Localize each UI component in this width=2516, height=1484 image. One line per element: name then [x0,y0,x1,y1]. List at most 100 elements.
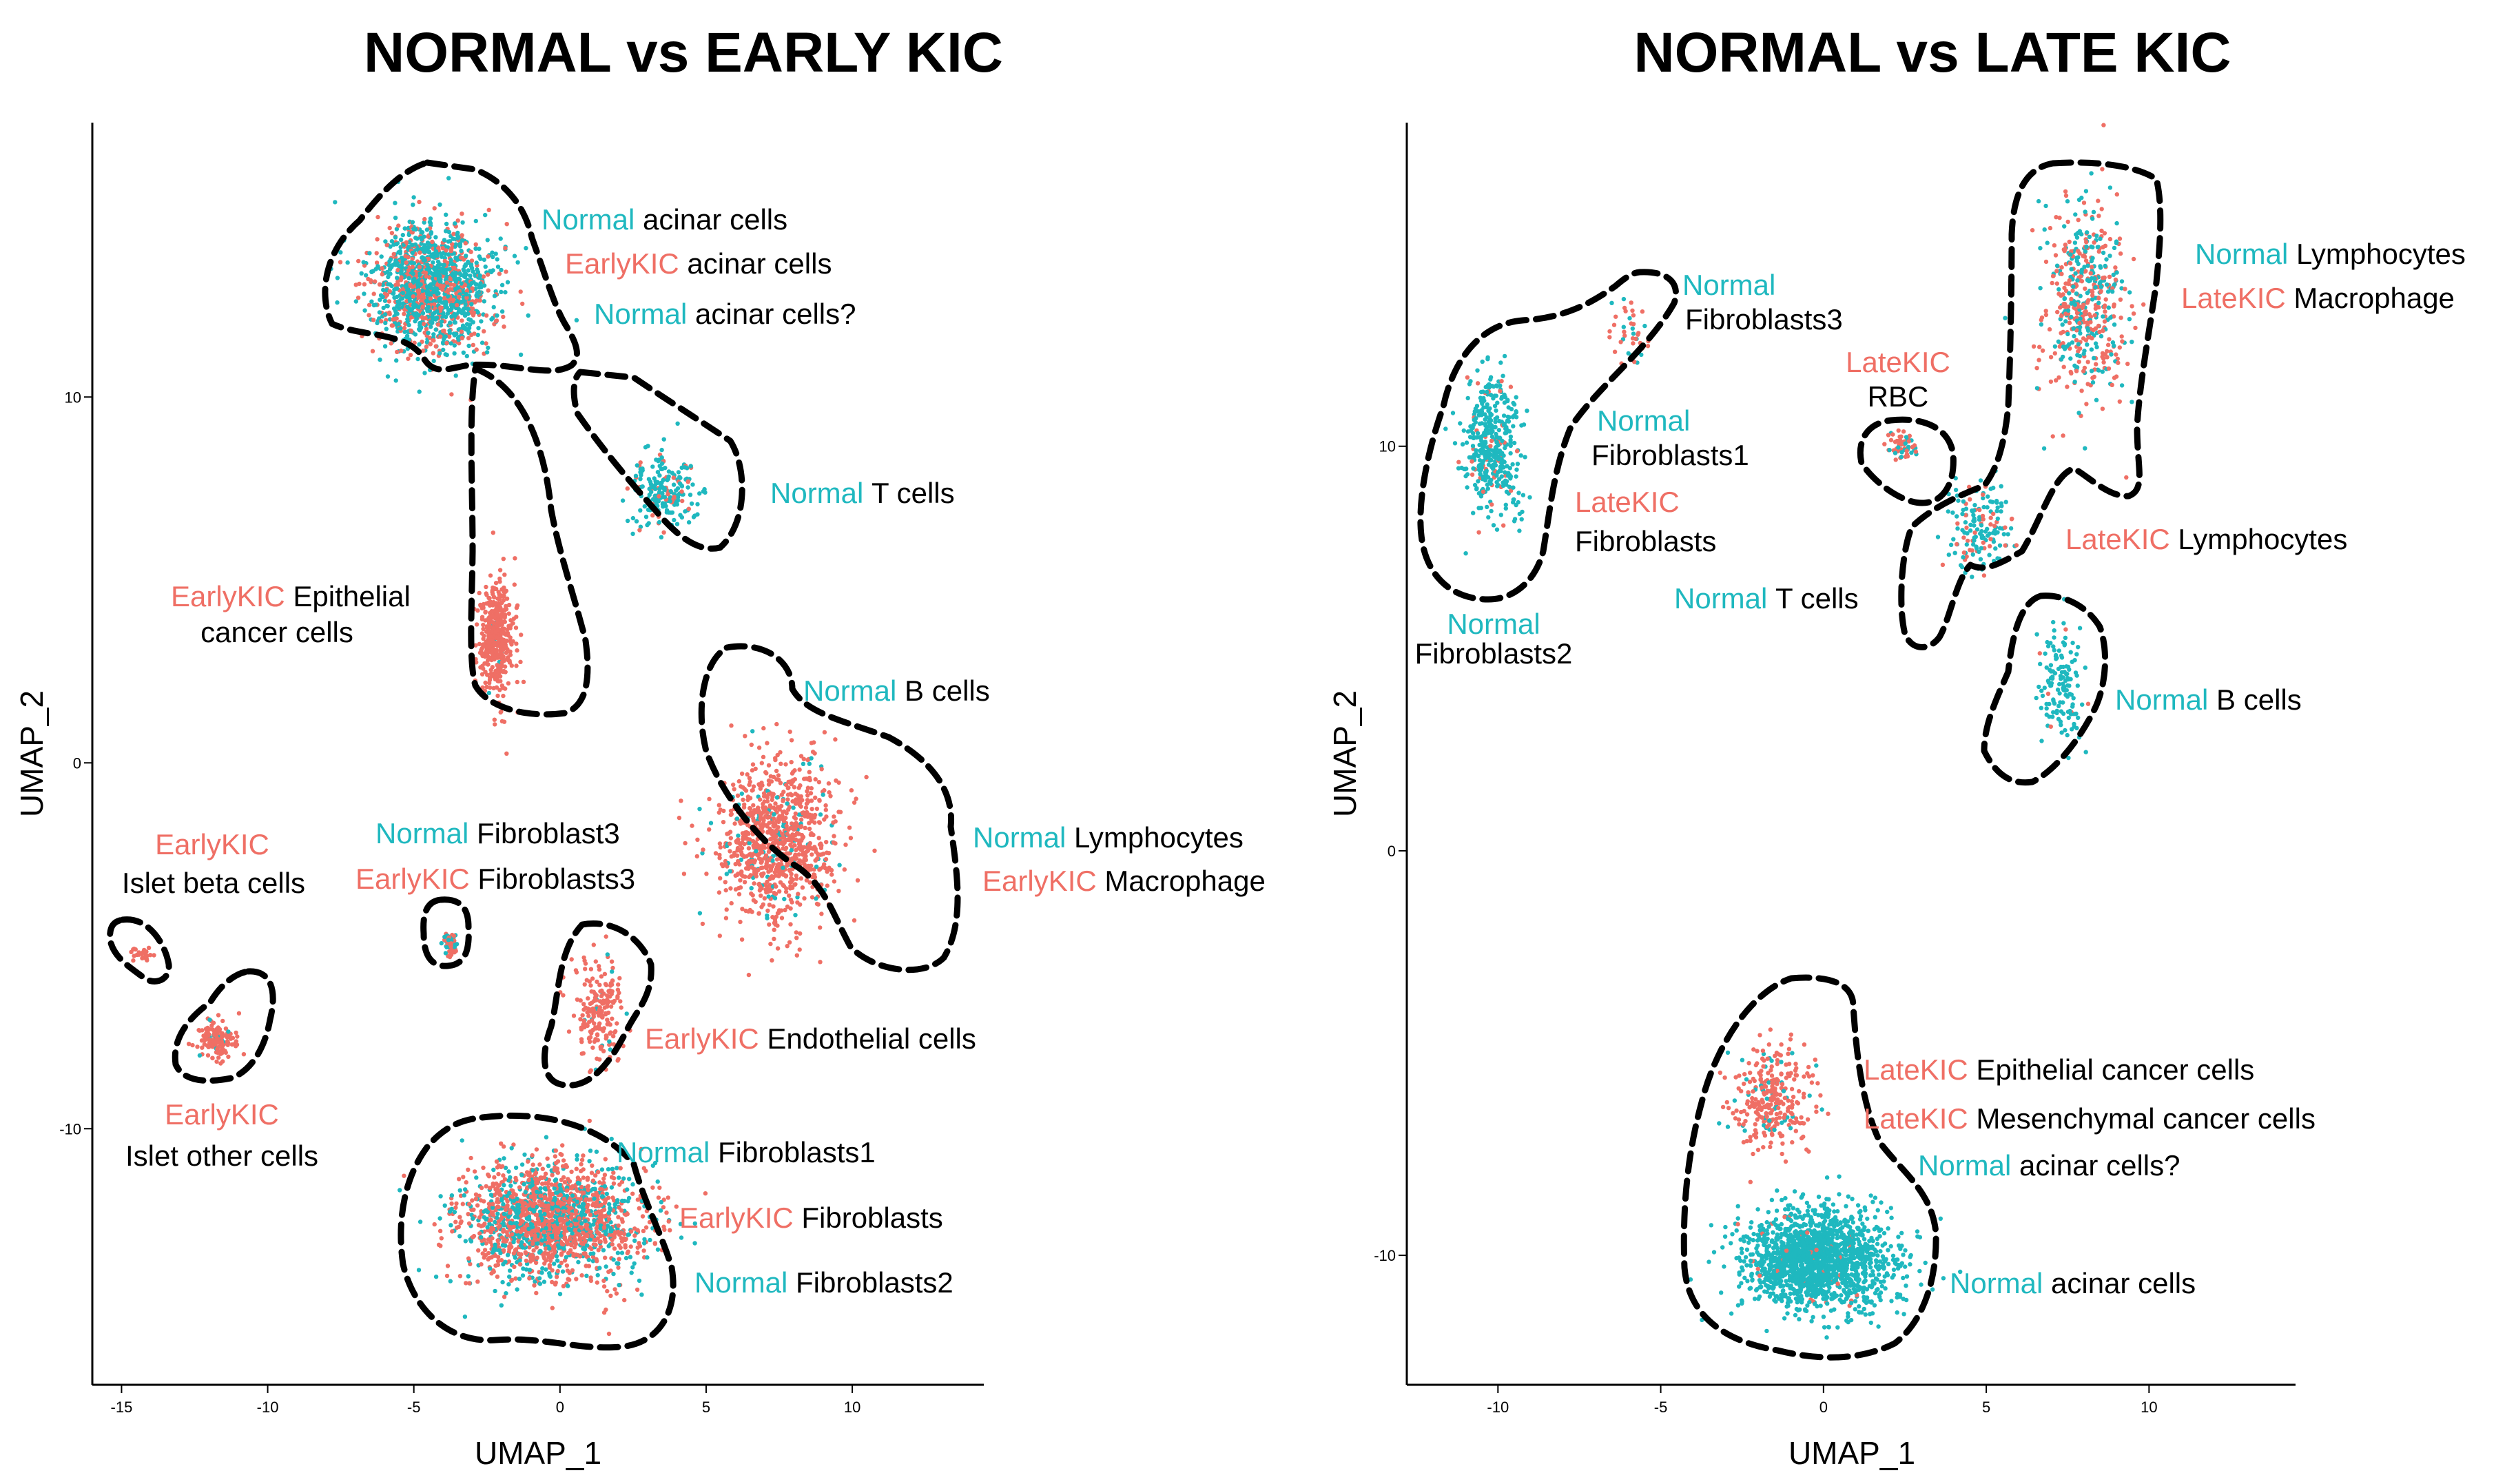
point-normal [431,358,436,364]
point-kic [752,881,756,886]
point-kic [872,848,877,854]
point-kic [704,872,709,876]
point-normal [474,282,479,287]
point-kic [793,801,798,806]
point-kic [373,279,378,284]
point-normal [499,289,504,294]
point-normal [553,1215,558,1219]
point-kic [483,609,488,615]
point-kic [220,1018,225,1024]
point-kic [761,801,765,807]
point-kic [216,1055,221,1060]
point-kic [643,1225,649,1230]
point-kic [810,807,814,812]
point-kic [451,282,457,287]
point-normal [566,1284,570,1288]
point-kic [586,996,590,1001]
point-normal [668,510,673,515]
point-kic [732,821,737,826]
point-kic [421,321,426,327]
point-normal [444,945,449,950]
point-kic [666,492,670,497]
point-normal [469,280,475,286]
point-normal [388,271,393,276]
point-kic [761,754,766,760]
point-normal [395,276,400,280]
point-normal [540,1266,545,1271]
point-kic [822,862,827,867]
point-kic [585,1175,590,1180]
point-normal [447,239,453,244]
point-kic [472,1169,477,1174]
point-kic [502,324,506,329]
point-kic [784,783,789,787]
point-kic [530,1153,535,1158]
point-normal [660,466,665,471]
point-kic [796,892,801,896]
point-normal [443,951,448,956]
point-normal [385,374,391,379]
point-normal [449,261,455,266]
point-kic [486,1237,491,1242]
point-normal [420,288,425,293]
point-kic [597,1013,601,1018]
point-kic [609,1175,615,1179]
point-normal [642,504,647,509]
point-kic [511,621,515,626]
point-kic [766,792,771,797]
point-kic [768,941,773,947]
point-normal [383,239,388,244]
point-kic [553,1148,558,1153]
point-kic [734,840,739,845]
point-kic [549,1213,554,1219]
point-normal [338,250,343,255]
point-normal [607,1039,612,1044]
point-normal [485,1225,490,1230]
point-kic [836,810,841,814]
point-kic [732,787,736,792]
point-kic [374,251,379,256]
point-kic [506,611,511,616]
point-kic [789,821,794,826]
point-kic [778,761,783,766]
point-kic [608,1031,612,1036]
point-kic [783,873,789,878]
point-kic [823,857,829,862]
point-normal [391,242,396,247]
point-normal [457,244,463,249]
point-normal [448,341,453,346]
point-kic [797,838,803,843]
point-kic [610,1242,615,1247]
point-kic [769,874,774,879]
point-normal [515,260,520,265]
point-kic [596,1170,601,1175]
point-kic [503,1207,508,1213]
point-kic [569,1169,574,1175]
point-normal [625,1187,630,1192]
point-kic [444,1273,450,1279]
point-normal [442,270,446,275]
point-kic [601,1026,606,1031]
point-normal [604,1191,609,1197]
point-kic [774,768,779,774]
point-kic [593,959,598,964]
point-kic [494,601,499,606]
point-normal [754,849,759,854]
point-normal [446,252,451,257]
point-kic [743,734,747,739]
point-normal [508,1220,513,1226]
point-kic [457,1274,463,1279]
point-normal [371,302,376,308]
point-kic [810,750,816,754]
point-normal [678,475,683,480]
point-kic [534,1290,539,1296]
point-normal [594,1149,599,1154]
point-kic [444,280,449,285]
point-kic [490,620,495,625]
point-kic [612,1287,617,1292]
point-kic [505,1203,510,1208]
point-normal [443,229,448,234]
point-kic [738,919,743,925]
